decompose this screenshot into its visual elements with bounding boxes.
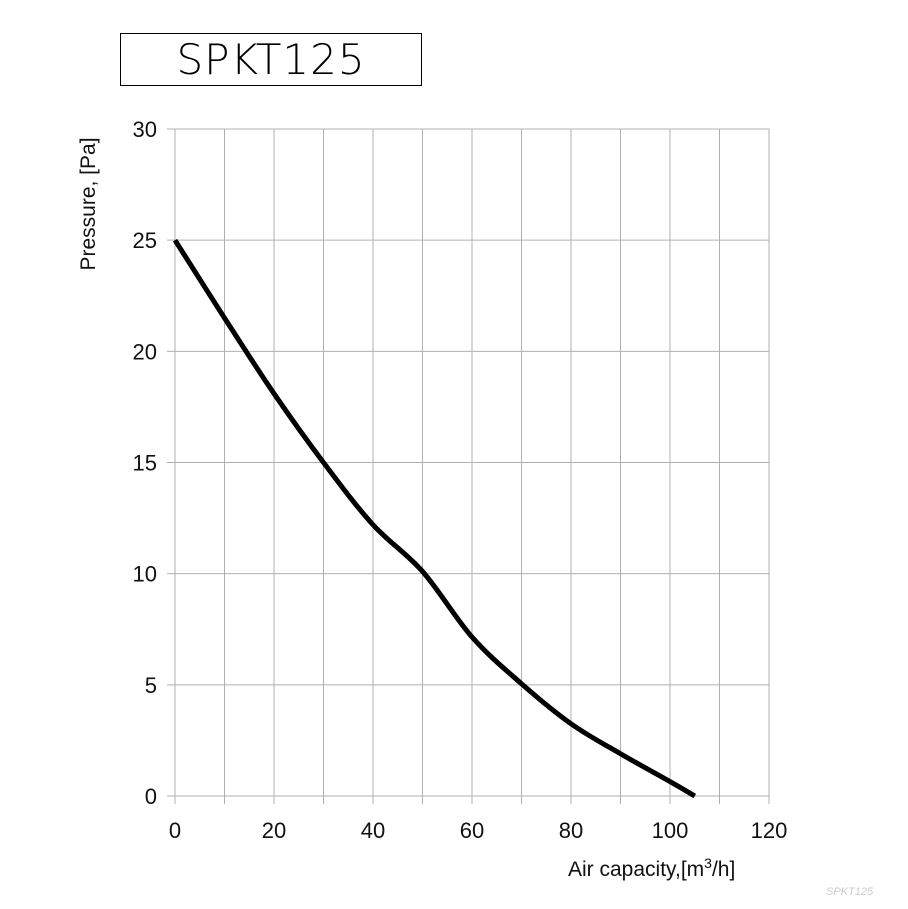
x-tick-label: 0	[169, 818, 181, 843]
watermark: SPKT125	[826, 886, 874, 898]
y-tick-label: 10	[133, 562, 157, 587]
y-tick-label: 25	[133, 228, 157, 253]
x-tick-label: 60	[460, 818, 484, 843]
grid	[167, 128, 770, 804]
y-tick-label: 5	[145, 673, 157, 698]
x-tick-label: 120	[751, 818, 788, 843]
x-tick-label: 100	[652, 818, 689, 843]
x-axis-label: Air capacity,[m3/h]	[568, 855, 735, 881]
chart-title: SPKT125	[120, 33, 422, 86]
y-tick-label: 20	[133, 339, 157, 364]
y-axis-label: Pressure, [Pa]	[77, 137, 100, 270]
x-tick-label: 40	[361, 818, 385, 843]
tick-labels: 0 20 40 60 80 100 120 0 5 10 15 20 25 30	[133, 117, 788, 843]
y-tick-label: 15	[133, 451, 157, 476]
y-tick-label: 0	[145, 784, 157, 809]
y-tick-label: 30	[133, 117, 157, 142]
series-line	[172, 238, 697, 799]
x-tick-label: 80	[559, 818, 583, 843]
x-tick-label: 20	[262, 818, 286, 843]
